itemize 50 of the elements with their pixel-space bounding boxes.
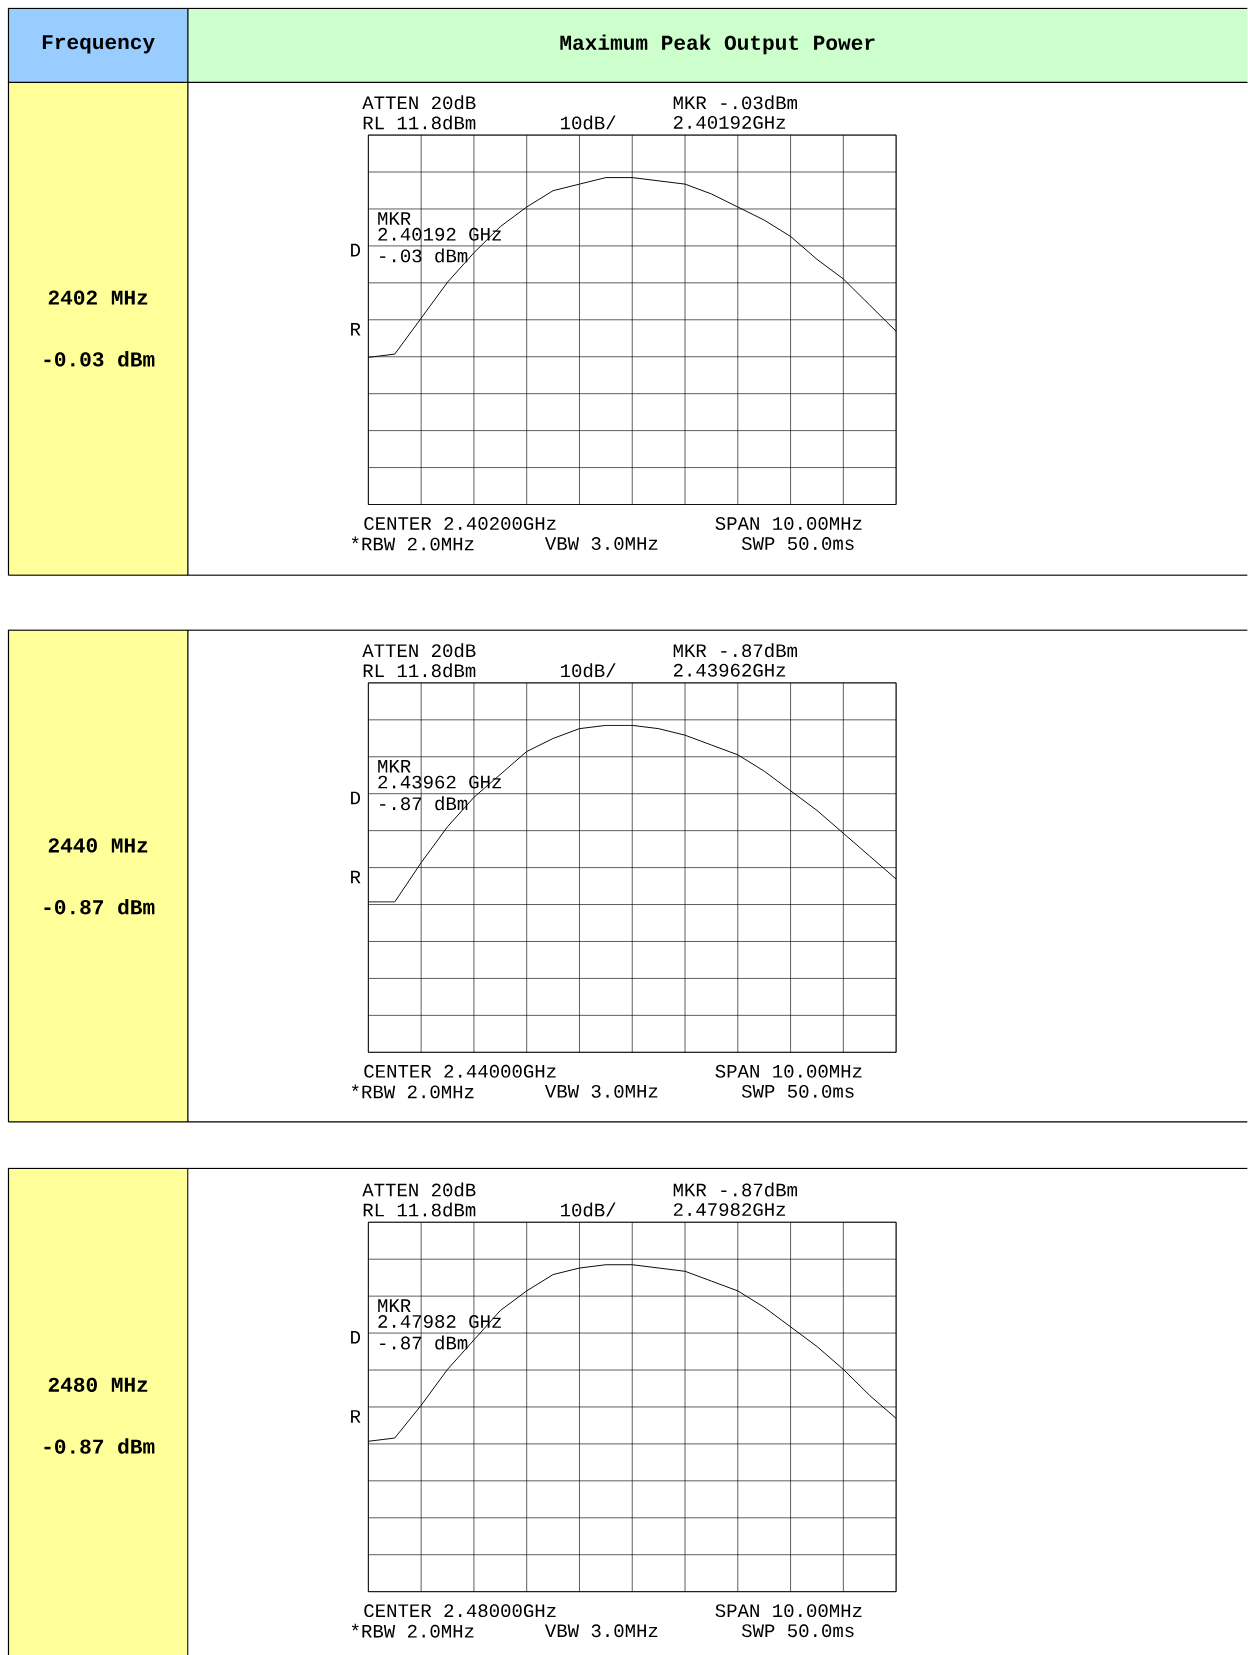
annotation: -.03 dBm <box>380 248 468 263</box>
text: -0.87 dBm <box>44 1438 155 1454</box>
text: RL 11.8dBm <box>363 663 476 678</box>
text: -0.87 dBm <box>44 898 155 915</box>
text: 2440 MHz <box>48 838 148 853</box>
text: D <box>351 1331 361 1344</box>
text: -0.03 dBm <box>44 351 155 367</box>
text: MKR -.87dBm <box>673 643 798 658</box>
annotation: MKR <box>378 1299 411 1312</box>
text: CENTER 2.48000GHz <box>364 1604 556 1618</box>
text: CENTER 2.40200GHz <box>364 517 556 530</box>
annotation: -.87 dBm <box>380 1335 468 1350</box>
text: SPAN 10.00MHz <box>715 517 862 530</box>
text: MKR -.03dBm <box>673 95 798 110</box>
text: 10dB/ <box>561 1202 616 1217</box>
text: ATTEN 20dB <box>362 95 476 110</box>
text: R <box>351 323 361 336</box>
text: VBW 3.0MHz <box>545 1624 658 1638</box>
annotation: MKR <box>378 212 411 225</box>
text: CENTER 2.44000GHz <box>364 1064 556 1078</box>
text: *RBW 2.0MHz <box>352 1084 474 1099</box>
text: 2.47982GHz <box>674 1203 786 1217</box>
text: *RBW 2.0MHz <box>352 536 474 551</box>
text: RL 11.8dBm <box>363 1202 476 1217</box>
text: VBW 3.0MHz <box>545 1084 658 1098</box>
text: R <box>351 870 361 884</box>
text: 2480 MHz <box>48 1377 148 1392</box>
text: R <box>351 1410 361 1423</box>
text: 2402 MHz <box>48 290 148 305</box>
text: RL 11.8dBm <box>363 115 476 130</box>
text: ATTEN 20dB <box>362 1182 476 1197</box>
text: 2.43962GHz <box>674 663 786 677</box>
text: 10dB/ <box>561 115 616 130</box>
annotation: -.87 dBm <box>380 796 468 811</box>
text: SPAN 10.00MHz <box>715 1604 862 1618</box>
text: ATTEN 20dB <box>362 643 476 658</box>
text: D <box>351 243 361 257</box>
text: 10dB/ <box>561 663 616 678</box>
text: D <box>351 791 361 805</box>
text: VBW 3.0MHz <box>545 537 658 550</box>
text: MKR -.87dBm <box>673 1182 798 1197</box>
text: SWP 50.0ms <box>742 1624 854 1638</box>
text: *RBW 2.0MHz <box>352 1623 474 1638</box>
annotation: MKR <box>378 760 411 773</box>
text: SPAN 10.00MHz <box>715 1064 862 1078</box>
text: 2.40192GHz <box>674 115 786 129</box>
text: Frequency <box>43 35 155 54</box>
text: SWP 50.0ms <box>742 537 854 550</box>
text: SWP 50.0ms <box>742 1084 854 1098</box>
text: Maximum Peak Output Power <box>560 34 875 55</box>
